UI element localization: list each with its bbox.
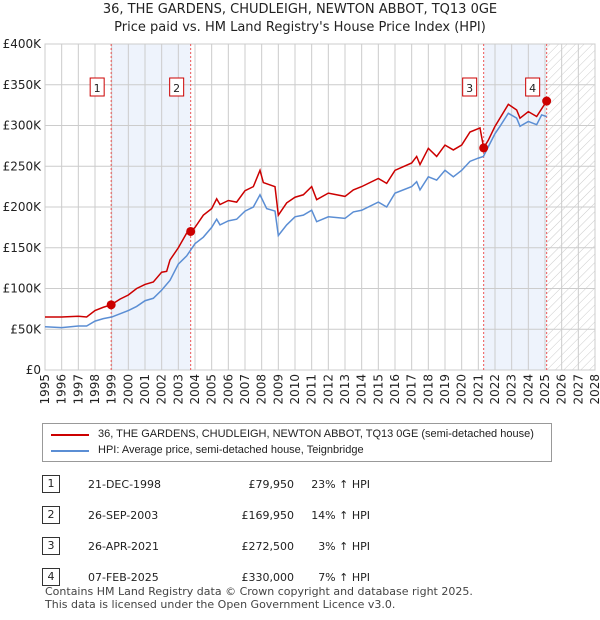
x-tick-label: 1995 [38,374,52,405]
hpi-change: 7% ↑ HPI [318,571,370,584]
legend-item-hpi: HPI: Average price, semi-detached house,… [51,444,364,457]
x-tick-label: 2016 [388,374,402,405]
plot-border [44,43,596,371]
y-tick-label: £350K [3,78,43,92]
x-tick-label: 2026 [555,374,569,405]
y-tick-label: £400K [3,37,43,51]
x-tick-label: 2010 [288,374,302,405]
legend-item-property: 36, THE GARDENS, CHUDLEIGH, NEWTON ABBOT… [51,428,534,441]
sale-number-badge: 2 [42,506,60,524]
y-tick-label: £0 [26,363,41,377]
sale-point [479,143,489,153]
x-tick-label: 2028 [588,374,600,405]
sale-date: 07-FEB-2025 [88,571,159,584]
x-tick-label: 2027 [571,374,585,405]
hpi-change: 23% ↑ HPI [311,478,370,491]
x-tick-label: 2009 [271,374,285,405]
chart-subtitle: Price paid vs. HM Land Registry's House … [114,20,486,35]
table-row: 1 21-DEC-1998 £79,950 23% ↑ HPI [42,475,562,495]
table-row: 4 07-FEB-2025 £330,000 7% ↑ HPI [42,568,562,588]
sale-label-box [89,77,105,97]
x-tick-label: 2006 [221,374,235,405]
x-tick-label: 2017 [405,374,419,405]
y-tick-label: £100K [3,282,43,296]
y-tick-label: £250K [3,159,43,173]
sale-price: £330,000 [241,571,295,584]
legend: 36, THE GARDENS, CHUDLEIGH, NEWTON ABBOT… [42,423,552,462]
sale-label: 2 [173,82,180,95]
sale-label: 1 [94,82,101,95]
legend-label: 36, THE GARDENS, CHUDLEIGH, NEWTON ABBOT… [98,428,534,440]
x-tick-label: 2024 [521,374,535,405]
x-tick-label: 2003 [171,374,185,405]
x-tick-label: 2019 [438,374,452,405]
x-tick-label: 2014 [355,374,369,405]
table-row: 2 26-SEP-2003 £169,950 14% ↑ HPI [42,506,562,526]
hpi-change: 3% ↑ HPI [318,540,370,553]
sale-number-badge: 1 [42,475,60,493]
sale-price: £79,950 [248,478,295,491]
x-tick-label: 1999 [105,374,119,405]
sale-point [186,226,196,236]
legend-label: HPI: Average price, semi-detached house,… [98,444,364,456]
x-tick-label: 2013 [338,374,352,405]
sale-label-box [462,77,478,97]
footer-licence: This data is licensed under the Open Gov… [45,598,396,611]
x-tick-label: 2011 [305,374,319,405]
sale-price: £169,950 [241,509,295,522]
sale-date: 26-APR-2021 [88,540,160,553]
x-tick-label: 2025 [538,374,552,405]
x-tick-label: 2023 [505,374,519,405]
hpi-change: 14% ↑ HPI [311,509,370,522]
sale-label-box [525,77,541,97]
x-tick-label: 2008 [255,374,269,405]
table-row: 3 26-APR-2021 £272,500 3% ↑ HPI [42,537,562,557]
y-tick-label: £200K [3,200,43,214]
x-tick-label: 1996 [55,374,69,405]
x-tick-label: 2000 [121,374,135,405]
x-tick-label: 2020 [455,374,469,405]
x-tick-label: 2007 [238,374,252,405]
property-price-line [45,100,548,318]
x-tick-label: 2002 [155,374,169,405]
x-tick-label: 2005 [205,374,219,405]
x-tick-label: 2022 [488,374,502,405]
sale-label: 4 [529,82,536,95]
x-tick-label: 2015 [371,374,385,405]
y-tick-label: £300K [3,119,43,133]
x-tick-label: 2012 [321,374,335,405]
sale-point [542,96,552,106]
chart-title: 36, THE GARDENS, CHUDLEIGH, NEWTON ABBOT… [102,2,498,17]
sale-number-badge: 4 [42,568,60,586]
legend-swatch [51,433,89,436]
x-tick-label: 1997 [71,374,85,405]
sale-label-box [169,77,185,97]
sale-point [106,300,116,310]
y-tick-label: £50K [10,322,42,336]
hpi-line [44,112,547,329]
x-tick-label: 2004 [188,374,202,405]
x-tick-label: 2021 [471,374,485,405]
x-tick-label: 2018 [421,374,435,405]
legend-swatch [51,449,89,452]
sale-date: 21-DEC-1998 [88,478,162,491]
sale-label: 3 [466,82,473,95]
price-chart: £0 £50K £100K £150K £200K £250K £300K £350K £400… [3,37,600,405]
footer-copyright: Contains HM Land Registry data © Crown c… [45,585,473,598]
sale-number-badge: 3 [42,537,60,555]
x-tick-label: 1998 [88,374,102,405]
sale-date: 26-SEP-2003 [88,509,159,522]
y-tick-label: £150K [3,241,43,255]
x-tick-label: 2001 [138,374,152,405]
sale-price: £272,500 [241,540,295,553]
